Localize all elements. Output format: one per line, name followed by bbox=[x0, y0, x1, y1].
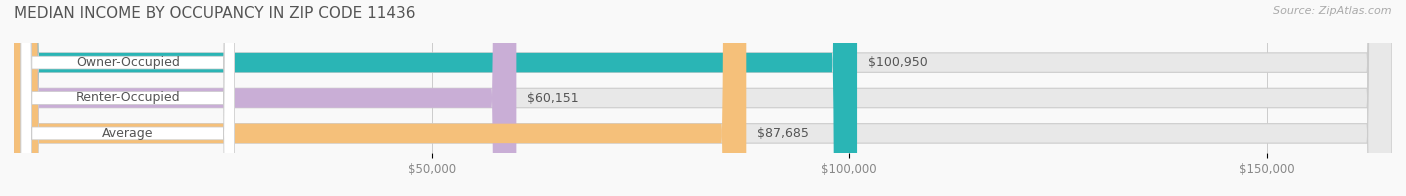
Text: MEDIAN INCOME BY OCCUPANCY IN ZIP CODE 11436: MEDIAN INCOME BY OCCUPANCY IN ZIP CODE 1… bbox=[14, 6, 416, 21]
FancyBboxPatch shape bbox=[21, 0, 235, 196]
FancyBboxPatch shape bbox=[14, 0, 747, 196]
Text: Owner-Occupied: Owner-Occupied bbox=[76, 56, 180, 69]
Text: $60,151: $60,151 bbox=[527, 92, 579, 104]
Text: $100,950: $100,950 bbox=[868, 56, 928, 69]
FancyBboxPatch shape bbox=[14, 0, 1392, 196]
FancyBboxPatch shape bbox=[21, 0, 235, 196]
Text: Source: ZipAtlas.com: Source: ZipAtlas.com bbox=[1274, 6, 1392, 16]
Text: $87,685: $87,685 bbox=[758, 127, 810, 140]
FancyBboxPatch shape bbox=[14, 0, 858, 196]
FancyBboxPatch shape bbox=[14, 0, 1392, 196]
FancyBboxPatch shape bbox=[21, 0, 235, 196]
Text: Average: Average bbox=[103, 127, 153, 140]
Text: Renter-Occupied: Renter-Occupied bbox=[76, 92, 180, 104]
FancyBboxPatch shape bbox=[14, 0, 1392, 196]
FancyBboxPatch shape bbox=[14, 0, 516, 196]
